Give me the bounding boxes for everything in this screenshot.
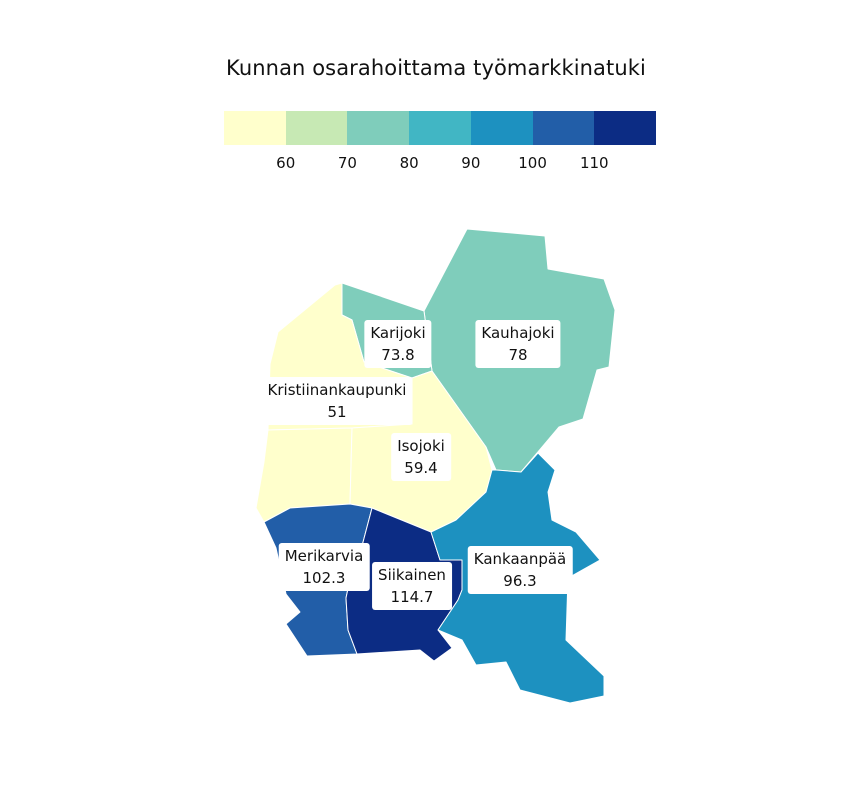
legend-swatch (285, 111, 348, 145)
municipality-name: Isojoki (397, 437, 445, 455)
municipality-name: Siikainen (378, 566, 446, 584)
legend-swatch (347, 111, 410, 145)
municipality-value: 59.4 (404, 459, 438, 477)
municipality-label: Kankaanpää 96.3 (467, 546, 573, 594)
municipality-value: 96.3 (503, 572, 537, 590)
municipality-label: Merikarvia 102.3 (278, 543, 370, 591)
legend-tick-label: 110 (579, 154, 609, 172)
municipality-name: Merikarvia (284, 547, 364, 565)
legend-tick-label: 90 (461, 154, 481, 172)
municipality-name: Kristiinankaupunki (267, 381, 407, 399)
legend-tick-label: 100 (518, 154, 547, 172)
map-title: Kunnan osarahoittama työmarkkinatuki (226, 56, 646, 80)
municipality-name: Karijoki (370, 324, 426, 342)
legend-swatch (470, 111, 533, 145)
legend-tick-label: 70 (337, 154, 357, 172)
municipality-value: 114.7 (390, 588, 434, 606)
legend-swatch (224, 111, 286, 145)
color-legend (224, 111, 657, 145)
legend-swatch (532, 111, 595, 145)
municipality-value: 73.8 (381, 346, 415, 364)
municipality-label: Kauhajoki 78 (475, 320, 561, 368)
municipality-name: Kauhajoki (481, 324, 555, 342)
municipality-label: Isojoki 59.4 (391, 433, 451, 481)
municipality-label: Siikainen 114.7 (372, 562, 452, 610)
municipality-label: Kristiinankaupunki 51 (261, 377, 413, 425)
legend-swatch (594, 111, 657, 145)
municipality-value: 78 (508, 346, 528, 364)
legend-tick-label: 80 (399, 154, 419, 172)
municipality-name: Kankaanpää (473, 550, 567, 568)
municipality-label: Karijoki 73.8 (364, 320, 432, 368)
municipality-value: 102.3 (302, 569, 346, 587)
legend-swatch (409, 111, 471, 145)
municipality-value: 51 (327, 403, 347, 421)
legend-tick-label: 60 (276, 154, 296, 172)
